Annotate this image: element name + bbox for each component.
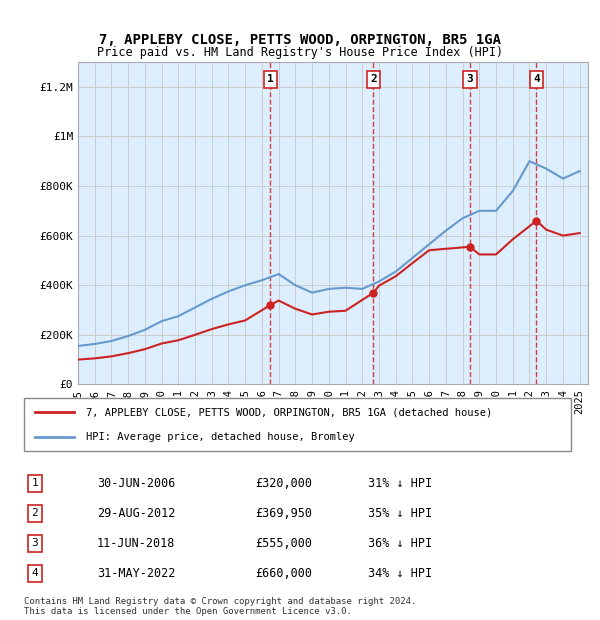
Text: HPI: Average price, detached house, Bromley: HPI: Average price, detached house, Brom… [86,432,355,442]
Text: 31-MAY-2022: 31-MAY-2022 [97,567,175,580]
Text: 3: 3 [467,74,473,84]
Text: Price paid vs. HM Land Registry's House Price Index (HPI): Price paid vs. HM Land Registry's House … [97,46,503,59]
Text: £369,950: £369,950 [255,507,312,520]
Text: 30-JUN-2006: 30-JUN-2006 [97,477,175,490]
Text: 2: 2 [370,74,377,84]
Text: 35% ↓ HPI: 35% ↓ HPI [368,507,432,520]
Text: 1: 1 [267,74,274,84]
Text: 1: 1 [32,479,38,489]
Text: This data is licensed under the Open Government Licence v3.0.: This data is licensed under the Open Gov… [24,607,352,616]
Text: £320,000: £320,000 [255,477,312,490]
Text: 7, APPLEBY CLOSE, PETTS WOOD, ORPINGTON, BR5 1GA (detached house): 7, APPLEBY CLOSE, PETTS WOOD, ORPINGTON,… [86,407,492,417]
FancyBboxPatch shape [23,398,571,451]
Text: 31% ↓ HPI: 31% ↓ HPI [368,477,432,490]
Text: 29-AUG-2012: 29-AUG-2012 [97,507,175,520]
Text: 11-JUN-2018: 11-JUN-2018 [97,537,175,550]
Text: £555,000: £555,000 [255,537,312,550]
Text: Contains HM Land Registry data © Crown copyright and database right 2024.: Contains HM Land Registry data © Crown c… [24,598,416,606]
Text: 34% ↓ HPI: 34% ↓ HPI [368,567,432,580]
Text: 3: 3 [32,538,38,548]
Text: 36% ↓ HPI: 36% ↓ HPI [368,537,432,550]
Text: 4: 4 [533,74,540,84]
Text: 7, APPLEBY CLOSE, PETTS WOOD, ORPINGTON, BR5 1GA: 7, APPLEBY CLOSE, PETTS WOOD, ORPINGTON,… [99,33,501,47]
Text: 4: 4 [32,569,38,578]
Text: 2: 2 [32,508,38,518]
Text: £660,000: £660,000 [255,567,312,580]
